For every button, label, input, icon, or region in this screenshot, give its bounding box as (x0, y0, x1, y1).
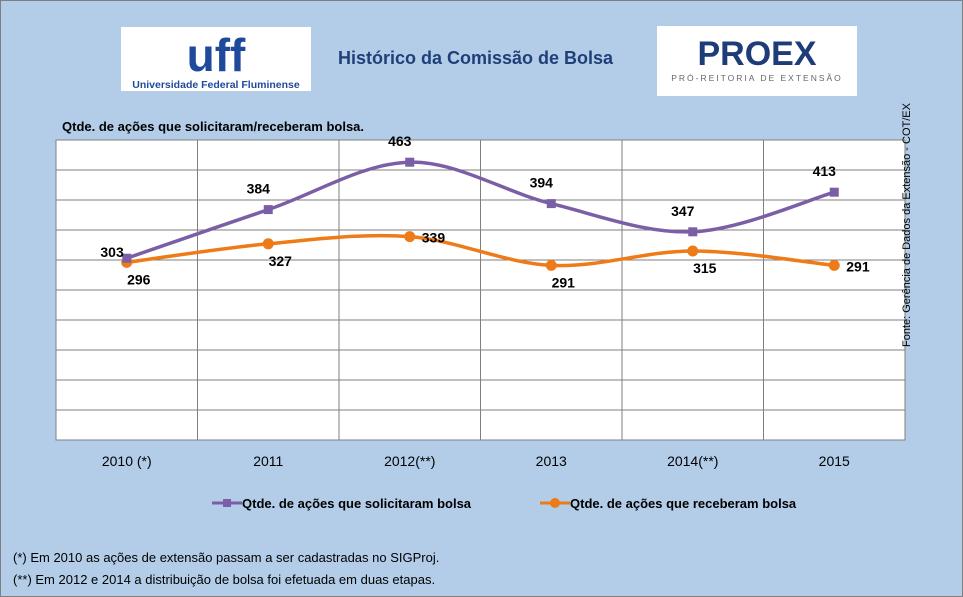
proex-logo-subtext: PRÓ-REITORIA DE EXTENSÃO (671, 73, 843, 83)
point-receberam (545, 259, 557, 271)
uff-logo-graphic: uff Universidade Federal Fluminense (132, 29, 300, 91)
uff-logo: uff Universidade Federal Fluminense (121, 27, 311, 91)
data-label-receberam: 339 (422, 230, 446, 246)
legend-marker-receberam (540, 498, 570, 508)
proex-logo-graphic: PROEX PRÓ-REITORIA DE EXTENSÃO (671, 35, 843, 83)
legend-label-solicitaram: Qtde. de ações que solicitaram bolsa (242, 495, 472, 511)
data-label-solicitaram: 394 (530, 175, 554, 191)
uff-logo-text: uff (187, 29, 246, 81)
point-receberam (687, 245, 699, 257)
data-label-solicitaram: 347 (671, 203, 695, 219)
data-label-receberam: 315 (693, 260, 717, 276)
point-solicitaram (546, 199, 556, 209)
proex-logo-text: PROEX (697, 35, 816, 73)
page-title: Histórico da Comissão de Bolsa (338, 48, 614, 68)
x-tick-label: 2015 (819, 453, 850, 469)
legend-label-receberam: Qtde. de ações que receberam bolsa (570, 495, 797, 511)
point-solicitaram (405, 157, 415, 167)
proex-logo: PROEX PRÓ-REITORIA DE EXTENSÃO (657, 26, 857, 96)
data-label-receberam: 291 (846, 258, 870, 274)
source-note: Fonte: Gerência de Dados da Extensão - C… (901, 103, 913, 347)
legend-marker-solicitaram (212, 499, 242, 507)
legend-item-solicitaram: Qtde. de ações que solicitaram bolsa (212, 493, 471, 513)
data-label-receberam: 291 (552, 274, 576, 290)
plot-border (55, 139, 906, 441)
data-label-solicitaram: 413 (813, 163, 837, 179)
data-label-receberam: 327 (269, 253, 293, 269)
footnote-2012-2014: (**) Em 2012 e 2014 a distribuição de bo… (13, 572, 436, 587)
legend-item-receberam: Qtde. de ações que receberam bolsa (540, 493, 796, 513)
point-solicitaram (263, 205, 273, 215)
point-solicitaram (829, 187, 839, 197)
data-label-solicitaram: 303 (100, 244, 124, 260)
data-label-receberam: 296 (127, 271, 151, 287)
chart-title: Qtde. de ações que solicitaram/receberam… (62, 119, 365, 134)
x-tick-label: 2011 (253, 453, 283, 469)
uff-logo-subtext: Universidade Federal Fluminense (132, 79, 300, 91)
chart-legend: Qtde. de ações que solicitaram bolsa Qtd… (0, 493, 963, 513)
series-line-solicitaram (126, 160, 835, 260)
data-label-solicitaram: 384 (247, 181, 271, 197)
x-tick-label: 2014(**) (667, 453, 718, 469)
x-tick-label: 2013 (536, 453, 567, 469)
point-solicitaram (688, 227, 698, 237)
x-tick-label: 2012(**) (384, 453, 435, 469)
point-receberam (262, 238, 274, 250)
footnote-2010: (*) Em 2010 as ações de extensão passam … (13, 550, 440, 565)
x-tick-label: 2010 (*) (102, 453, 152, 469)
point-receberam (404, 231, 416, 243)
data-label-solicitaram: 463 (388, 133, 412, 149)
point-solicitaram (122, 253, 132, 263)
point-receberam (828, 259, 840, 271)
series-line-receberam (126, 233, 835, 268)
